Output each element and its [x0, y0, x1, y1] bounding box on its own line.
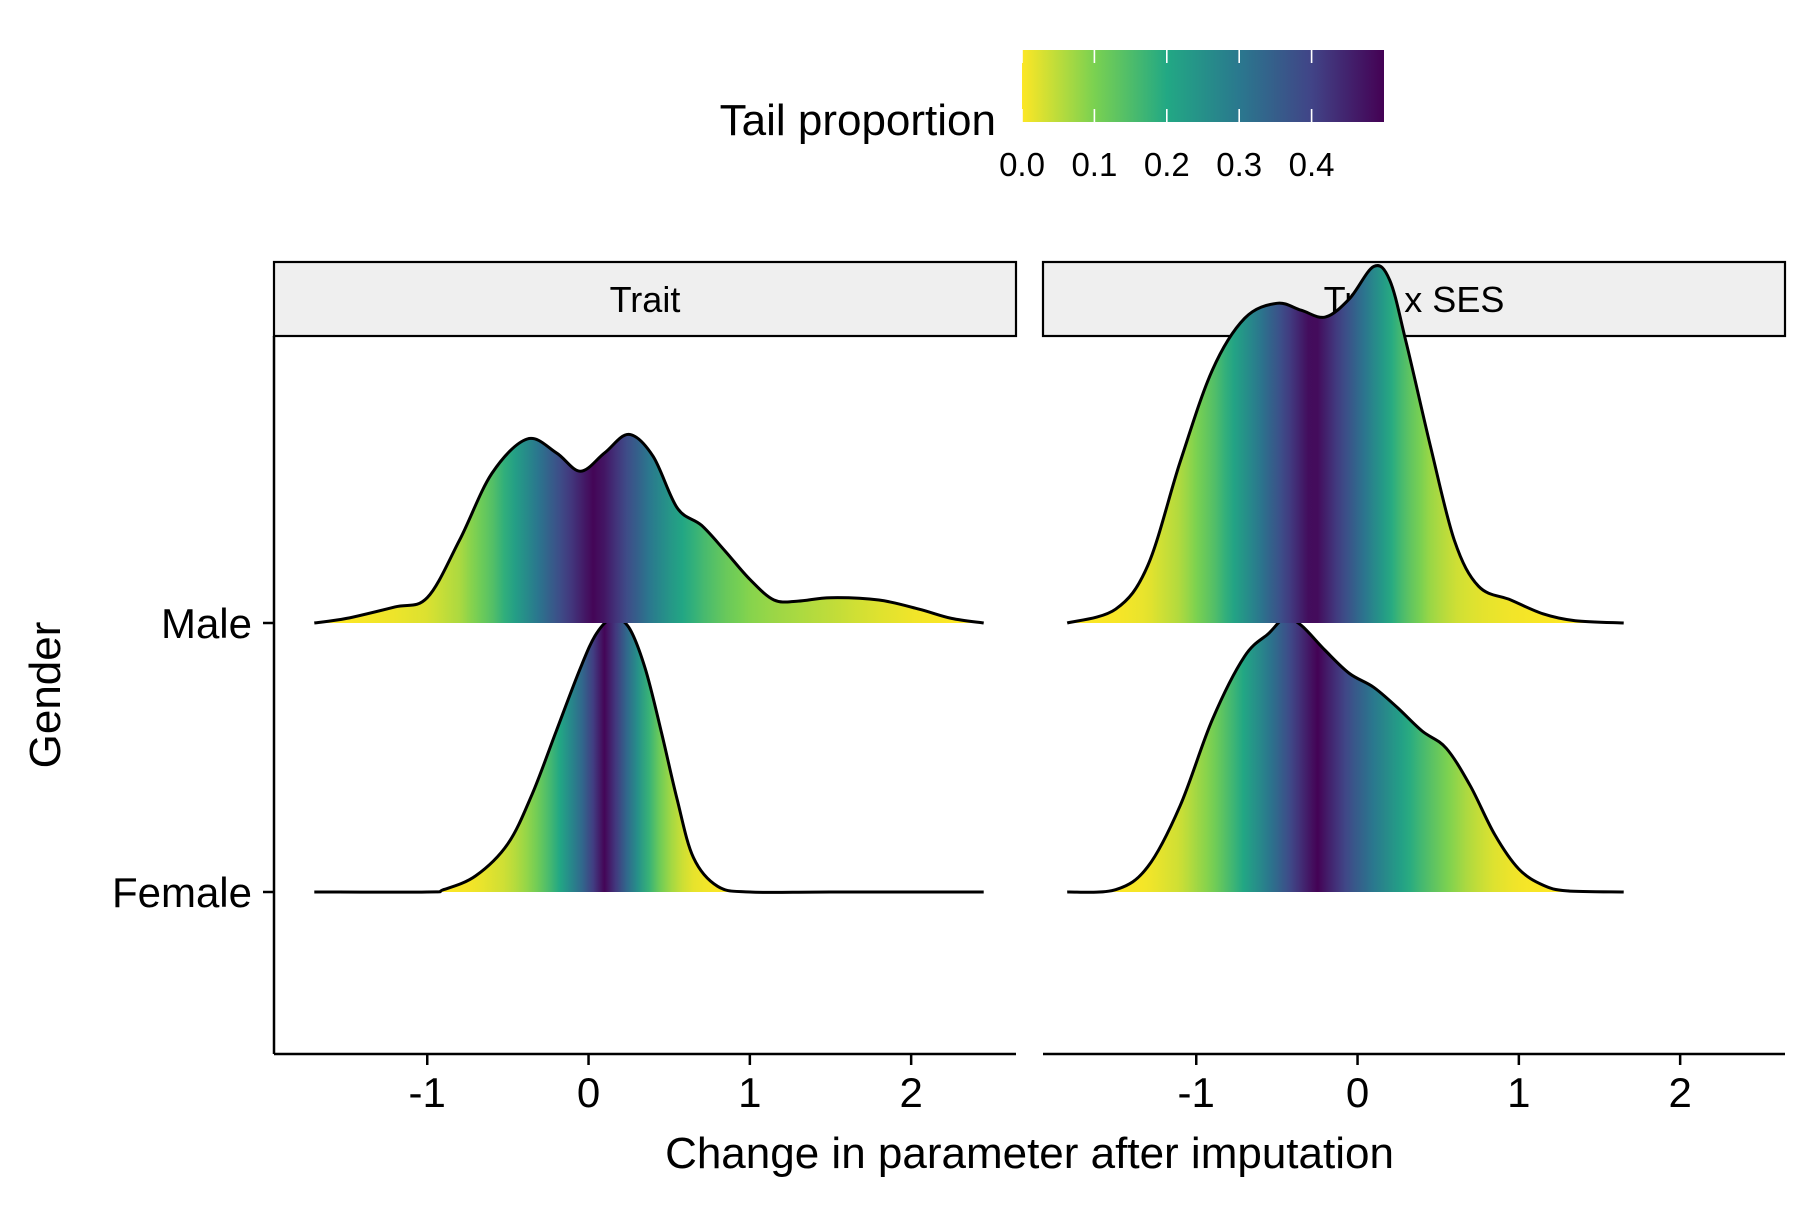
- x-tick-label: 0: [577, 1069, 600, 1116]
- legend-tick-label: 0.2: [1144, 146, 1190, 183]
- facet-strip-label: Trait: [610, 279, 681, 320]
- x-tick-label: 2: [1668, 1069, 1691, 1116]
- y-tick-label: Male: [161, 600, 252, 647]
- ridge-fill-male: [314, 434, 984, 623]
- x-tick-label: 1: [738, 1069, 761, 1116]
- ridge-fill-male: [1067, 265, 1624, 623]
- x-tick-label: 0: [1346, 1069, 1369, 1116]
- legend-tick-label: 0.4: [1289, 146, 1335, 183]
- y-axis-title: Gender: [21, 622, 70, 769]
- x-tick-label: -1: [409, 1069, 446, 1116]
- ridge-fill-female: [1067, 617, 1624, 893]
- ridge-outline-male: [314, 432, 984, 625]
- legend-colorbar: [1022, 50, 1384, 122]
- y-tick-label: Female: [112, 869, 252, 916]
- legend-title: Tail proportion: [720, 96, 996, 145]
- legend-tick-label: 0.1: [1071, 146, 1117, 183]
- ridge-fill-female: [314, 618, 984, 893]
- facet-strip: [1041, 260, 1787, 338]
- facet-strip: [272, 260, 1018, 338]
- panel-0: Trait -1 0 1 2: [272, 260, 1018, 1116]
- legend-tick-label: 0.3: [1216, 146, 1262, 183]
- ridge-outline-male: [1066, 264, 1624, 625]
- ridge-outline-female: [1067, 616, 1624, 894]
- x-tick-label: 1: [1507, 1069, 1530, 1116]
- x-tick-label: -1: [1178, 1069, 1215, 1116]
- x-tick-label: 2: [899, 1069, 922, 1116]
- legend-tick-label: 0.0: [999, 146, 1045, 183]
- panel-1: Trait x SES-1 0 1 2: [1041, 260, 1787, 1116]
- x-axis-title: Change in parameter after imputation: [665, 1129, 1394, 1178]
